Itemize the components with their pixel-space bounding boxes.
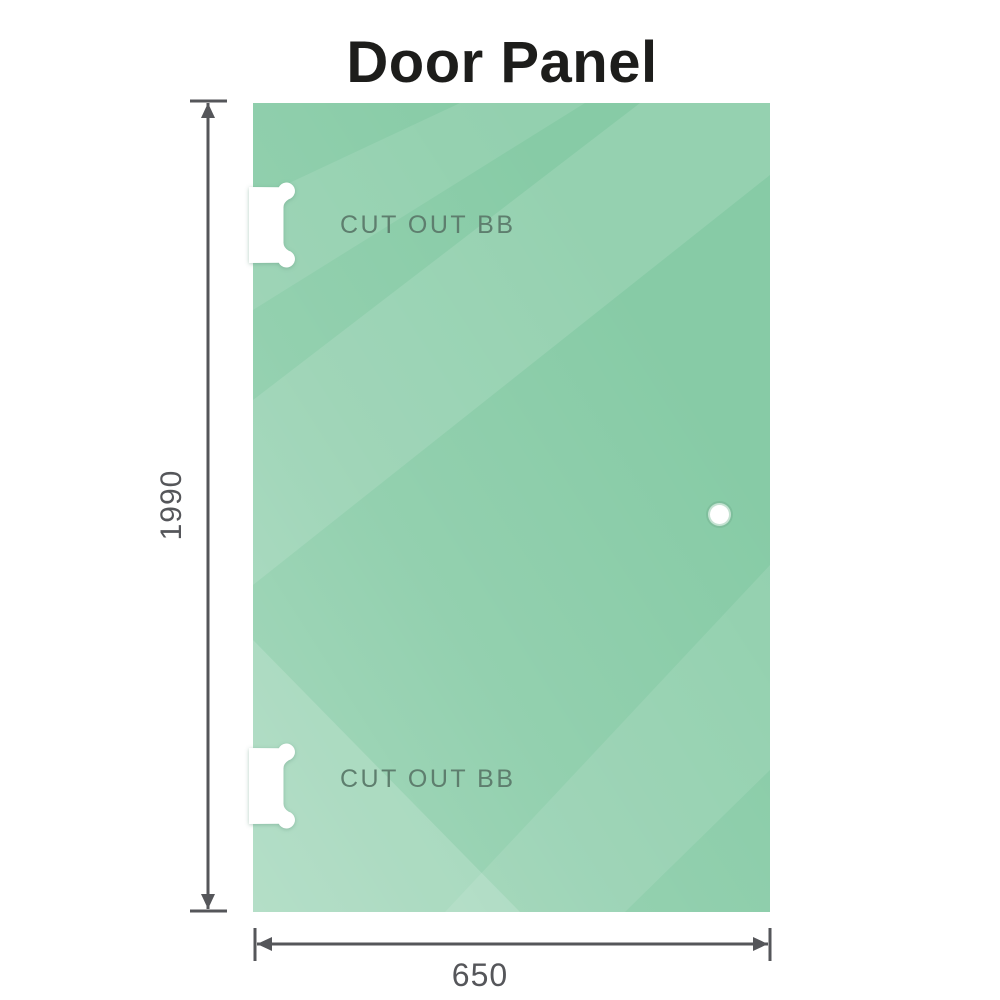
glass-panel bbox=[253, 103, 770, 912]
arrow-right-icon bbox=[753, 937, 768, 951]
height-dimension bbox=[190, 99, 227, 913]
handle-hole bbox=[706, 501, 733, 528]
arrow-left-icon bbox=[257, 937, 272, 951]
width-dimension-arrows bbox=[257, 937, 768, 951]
page-title: Door Panel bbox=[346, 30, 657, 95]
height-dimension-value: 1990 bbox=[155, 470, 188, 541]
height-dimension-arrows bbox=[201, 103, 215, 909]
cutout-label-top: CUT OUT BB bbox=[340, 211, 516, 239]
glass-reflection bbox=[253, 103, 770, 912]
arrow-up-icon bbox=[201, 103, 215, 118]
arrow-down-icon bbox=[201, 894, 215, 909]
cutout-label-bottom: CUT OUT BB bbox=[340, 765, 516, 793]
width-dimension-value: 650 bbox=[452, 957, 508, 993]
width-dimension bbox=[253, 928, 772, 961]
